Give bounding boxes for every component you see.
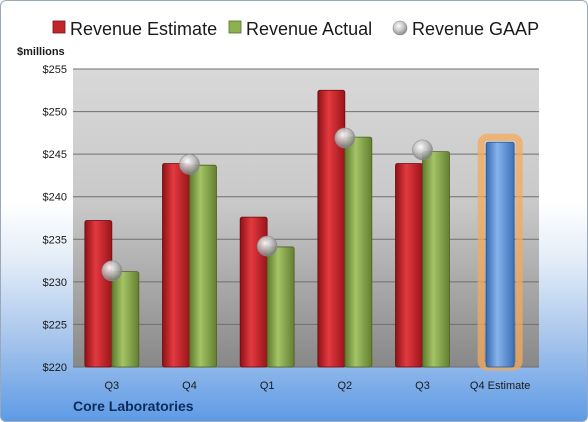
legend-swatch	[228, 20, 242, 34]
estimate-bar	[162, 163, 190, 368]
y-tick-label: $220	[43, 362, 67, 374]
gaap-marker	[101, 260, 123, 282]
legend-marker	[392, 20, 408, 36]
x-tick-label: Q2	[337, 380, 352, 392]
y-axis-label: $millions	[17, 46, 65, 58]
gaap-marker	[179, 154, 200, 175]
actual-bar	[266, 246, 295, 368]
y-tick-label: $255	[43, 64, 67, 76]
gridlines	[73, 68, 539, 368]
y-tick-label: $235	[43, 234, 67, 246]
y-axis-ticks: $220 $225 $230 $235 $240 $245 $250 $255	[43, 64, 67, 374]
y-tick-label: $230	[43, 277, 67, 289]
y-tick-label: $245	[43, 149, 67, 161]
actual-bar	[111, 271, 140, 368]
gaap-marker	[256, 235, 278, 257]
legend-swatch	[52, 20, 66, 34]
estimate-bar	[84, 220, 113, 368]
legend-label: Revenue Actual	[246, 19, 372, 39]
actual-bar	[189, 164, 217, 368]
q4-estimate-bar	[485, 141, 515, 368]
x-tick-label: Q3	[104, 380, 119, 392]
plot-area	[73, 69, 539, 367]
x-tick-label: Q1	[260, 380, 275, 392]
y-tick-label: $250	[43, 107, 67, 119]
legend-label: Revenue GAAP	[412, 19, 539, 39]
x-tick-label: Q3	[415, 380, 430, 392]
company-name: Core Laboratories	[73, 398, 194, 414]
gaap-marker	[412, 139, 433, 161]
gaap-markers	[101, 127, 433, 282]
actual-bar	[344, 136, 373, 368]
x-tick-label: Q4 Estimate	[470, 380, 531, 392]
y-tick-label: $240	[43, 192, 67, 204]
actual-bar	[422, 151, 450, 368]
legend: Revenue Estimate Revenue Actual Revenue GA…	[52, 19, 539, 39]
x-axis-ticks: Q3 Q4 Q1 Q2 Q3 Q4 Estimate	[104, 380, 530, 392]
x-tick-label: Q4	[182, 380, 197, 392]
gaap-marker	[334, 127, 356, 149]
estimate-bar	[395, 163, 423, 368]
y-tick-label: $225	[43, 319, 67, 331]
bars	[84, 89, 523, 371]
legend-label: Revenue Estimate	[70, 19, 217, 39]
